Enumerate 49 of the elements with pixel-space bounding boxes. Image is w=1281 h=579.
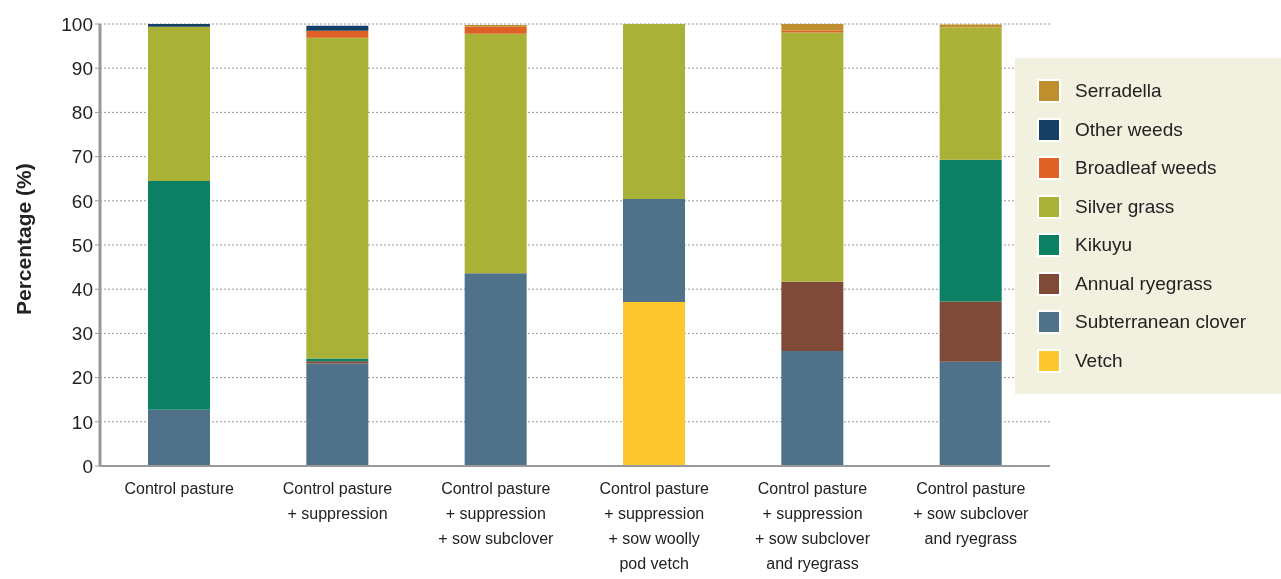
bar bbox=[939, 24, 1002, 28]
bar bbox=[306, 37, 369, 359]
x-tick-label: Control pasture + suppression + sow subclover bbox=[438, 480, 555, 547]
bar bbox=[939, 159, 1002, 302]
legend-label: Subterranean clover bbox=[1075, 311, 1247, 334]
x-tick-label: Control pasture + suppression + sow subclover and ryegrass bbox=[754, 480, 871, 572]
y-tick-label: 60 bbox=[71, 190, 93, 212]
x-tick-label: Control pasture + sow subclover and ryegrass bbox=[913, 480, 1030, 547]
legend-label: Vetch bbox=[1075, 349, 1123, 372]
bar bbox=[148, 24, 210, 27]
bar bbox=[939, 361, 1002, 466]
y-tick-label: 30 bbox=[71, 323, 93, 345]
bar bbox=[781, 281, 844, 352]
bar bbox=[464, 33, 527, 274]
bar bbox=[623, 199, 685, 303]
x-tick-label: Control pasture bbox=[124, 480, 234, 497]
y-tick-label: 50 bbox=[71, 234, 93, 256]
bar bbox=[623, 302, 685, 466]
legend-label: Broadleaf weeds bbox=[1075, 157, 1217, 180]
y-tick-label: 100 bbox=[61, 13, 93, 35]
y-tick-label: 0 bbox=[82, 455, 93, 477]
legend-label: Other weeds bbox=[1075, 118, 1183, 141]
y-tick-label: 70 bbox=[71, 146, 93, 168]
bar bbox=[939, 27, 1002, 160]
legend-label: Silver grass bbox=[1075, 195, 1175, 218]
bar bbox=[464, 26, 527, 34]
bar bbox=[306, 30, 369, 38]
bar bbox=[306, 25, 369, 31]
bar bbox=[464, 273, 527, 466]
y-tick-label: 80 bbox=[71, 102, 93, 124]
bar bbox=[939, 301, 1002, 362]
y-axis-title: Percentage (%) bbox=[12, 163, 36, 315]
y-tick-label: 10 bbox=[71, 411, 93, 433]
bar bbox=[148, 180, 210, 410]
y-tick-label: 40 bbox=[71, 278, 93, 300]
x-tick-label: Control pasture + suppression + sow woolly pod vetch bbox=[599, 480, 709, 572]
bar bbox=[781, 32, 844, 282]
legend-label: Serradella bbox=[1075, 80, 1162, 103]
bar bbox=[306, 363, 369, 466]
legend-label: Annual ryegrass bbox=[1075, 272, 1213, 295]
bar bbox=[623, 24, 685, 200]
x-tick-label: Control pasture + suppression bbox=[282, 480, 393, 522]
bar bbox=[148, 409, 210, 466]
bar bbox=[781, 351, 844, 466]
y-tick-label: 20 bbox=[71, 367, 93, 389]
bar bbox=[148, 26, 210, 181]
legend-label: Kikuyu bbox=[1075, 234, 1133, 257]
y-tick-label: 90 bbox=[71, 57, 93, 79]
bar bbox=[781, 24, 844, 31]
